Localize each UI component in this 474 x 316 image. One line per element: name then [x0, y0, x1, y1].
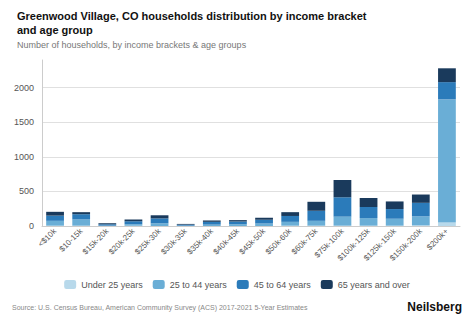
svg-text:2000: 2000	[14, 83, 34, 93]
svg-text:500: 500	[19, 186, 34, 196]
svg-text:$40k-45k: $40k-45k	[212, 227, 242, 257]
svg-text:and age group: and age group	[17, 24, 93, 36]
svg-text:$125k-150k: $125k-150k	[362, 226, 398, 263]
svg-text:1000: 1000	[14, 152, 34, 162]
svg-text:Source: U.S. Census Bureau, Am: Source: U.S. Census Bureau, American Com…	[12, 304, 308, 312]
svg-text:Neilsberg: Neilsberg	[407, 300, 462, 314]
svg-text:$200k+: $200k+	[425, 227, 450, 252]
svg-text:$35k-40k: $35k-40k	[185, 227, 215, 257]
svg-text:45 to 64 years: 45 to 64 years	[254, 280, 312, 290]
svg-text:$45k-50k: $45k-50k	[238, 227, 268, 257]
svg-text:25 to 44 years: 25 to 44 years	[170, 280, 228, 290]
svg-text:$15k-20k: $15k-20k	[81, 227, 111, 257]
svg-text:$25k-30k: $25k-30k	[133, 227, 163, 257]
svg-text:$10-15k: $10-15k	[57, 226, 85, 254]
svg-text:$30k-35k: $30k-35k	[159, 227, 189, 257]
svg-text:$50k-60k: $50k-60k	[264, 227, 294, 257]
svg-text:65 years and over: 65 years and over	[338, 280, 410, 290]
svg-text:1500: 1500	[14, 117, 34, 127]
svg-text:<$10k: <$10k	[36, 227, 58, 249]
svg-text:$100k-125k: $100k-125k	[335, 226, 372, 263]
svg-text:Greenwood Village, CO househol: Greenwood Village, CO households distrib…	[17, 10, 367, 22]
svg-text:Number of households, by incom: Number of households, by income brackets…	[17, 40, 247, 50]
svg-text:$75k-100k: $75k-100k	[312, 226, 346, 260]
svg-text:$150k-200k: $150k-200k	[388, 227, 424, 263]
svg-text:$20k-25k: $20k-25k	[107, 227, 137, 257]
svg-text:0: 0	[29, 221, 34, 231]
svg-text:$60k-75k: $60k-75k	[289, 226, 320, 257]
svg-text:Under 25 years: Under 25 years	[81, 280, 143, 290]
